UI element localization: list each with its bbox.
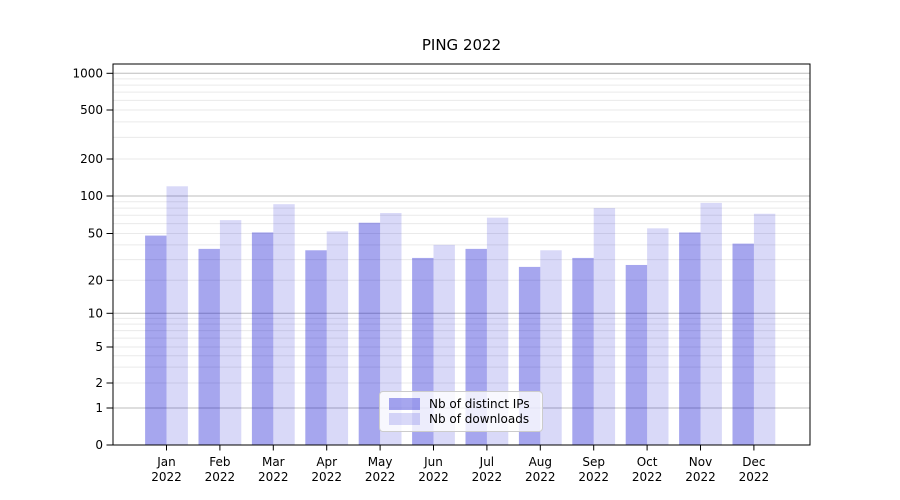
bar-downloads-feb bbox=[219, 220, 242, 445]
y-tick-label: 1 bbox=[95, 401, 103, 415]
bar-distinct-ips-may bbox=[358, 222, 381, 445]
legend-item-downloads: Nb of downloads bbox=[389, 412, 533, 426]
x-tick-label: Feb 2022 bbox=[205, 455, 236, 484]
y-tick-label: 2 bbox=[95, 376, 103, 390]
x-tick-label: Nov 2022 bbox=[685, 455, 716, 484]
legend-label-downloads: Nb of downloads bbox=[429, 412, 530, 427]
bar-downloads-apr bbox=[326, 231, 349, 445]
y-tick-label: 500 bbox=[80, 103, 103, 117]
y-tick-label: 200 bbox=[80, 152, 103, 166]
bar-downloads-jul bbox=[486, 217, 509, 445]
y-tick-label: 50 bbox=[88, 227, 103, 241]
y-tick-label: 5 bbox=[95, 340, 103, 354]
y-tick-label: 0 bbox=[95, 438, 103, 452]
legend-swatch-distinct-ips bbox=[389, 397, 420, 410]
x-tick-label: Dec 2022 bbox=[739, 455, 770, 484]
bar-downloads-oct bbox=[647, 228, 669, 445]
bar-distinct-ips-apr bbox=[305, 250, 327, 445]
bar-downloads-nov bbox=[700, 202, 722, 445]
x-tick-label: Oct 2022 bbox=[632, 455, 663, 484]
legend-label-distinct-ips: Nb of distinct IPs bbox=[429, 396, 530, 411]
y-tick-label: 10 bbox=[88, 307, 103, 321]
x-tick-label: Apr 2022 bbox=[311, 455, 342, 484]
bar-distinct-ips-oct bbox=[625, 264, 648, 445]
y-tick-label: 100 bbox=[80, 189, 103, 203]
bar-distinct-ips-dec bbox=[732, 243, 754, 445]
x-tick-label: May 2022 bbox=[365, 455, 396, 484]
bar-distinct-ips-sep bbox=[572, 257, 594, 445]
x-tick-label: Jun 2022 bbox=[418, 455, 449, 484]
bar-downloads-jan bbox=[166, 186, 188, 445]
bar-downloads-aug bbox=[540, 250, 562, 445]
axes-frame bbox=[112, 63, 811, 446]
bar-distinct-ips-mar bbox=[251, 232, 274, 445]
x-tick-label: Jan 2022 bbox=[151, 455, 182, 484]
x-tick-label: Jul 2022 bbox=[472, 455, 503, 484]
chart-title: PING 2022 bbox=[421, 36, 502, 54]
y-tick-label: 20 bbox=[88, 274, 103, 288]
bar-downloads-may bbox=[380, 213, 402, 445]
bar-distinct-ips-nov bbox=[679, 232, 701, 445]
bar-downloads-sep bbox=[593, 208, 616, 445]
bar-downloads-dec bbox=[753, 213, 776, 445]
bar-downloads-mar bbox=[273, 204, 295, 445]
x-tick-label: Aug 2022 bbox=[525, 455, 556, 484]
legend: Nb of distinct IPs Nb of downloads bbox=[379, 391, 543, 432]
legend-swatch-downloads bbox=[389, 413, 420, 426]
x-tick-label: Mar 2022 bbox=[258, 455, 289, 484]
bar-distinct-ips-feb bbox=[198, 248, 220, 445]
x-tick-label: Sep 2022 bbox=[578, 455, 609, 484]
y-tick-label: 1000 bbox=[72, 67, 103, 81]
legend-item-distinct-ips: Nb of distinct IPs bbox=[389, 397, 533, 411]
bar-distinct-ips-jan bbox=[145, 235, 167, 445]
